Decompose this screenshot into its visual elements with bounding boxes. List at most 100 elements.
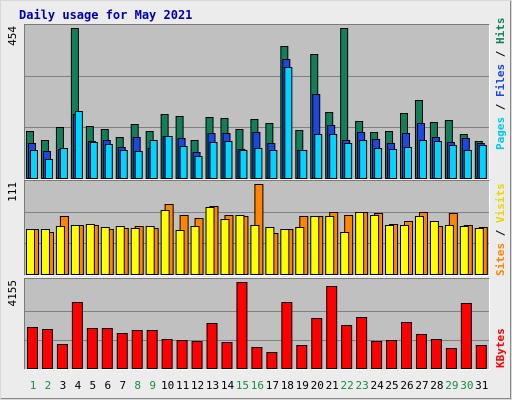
panel-bevel-dark [24,278,490,370]
ymax-label-mid: 111 [6,182,19,202]
bar-visits-day-15 [235,215,245,275]
bar-pages-day-31 [478,145,487,179]
panel-bevel-dark [24,180,490,276]
bar-pages-day-15 [239,150,248,179]
legend-visits: Visits [494,183,507,223]
bar-visits-day-14 [220,219,230,275]
bar-pages-day-27 [418,140,427,179]
x-tick-label: 10 [161,379,174,392]
x-tick-label: 4 [75,379,82,392]
bar-pages-day-19 [299,150,308,179]
bar-pages-day-28 [433,141,442,179]
bar-visits-day-17 [265,227,275,275]
bar-kbytes-day-14 [221,342,233,369]
bar-kbytes-day-7 [116,333,128,369]
bar-kbytes-day-12 [191,341,203,369]
bar-visits-day-21 [325,216,335,275]
bar-kbytes-day-21 [326,286,338,369]
legend-mid: Sites / Visits [494,183,507,276]
bar-kbytes-day-26 [401,322,412,369]
bar-kbytes-day-11 [176,340,188,369]
bar-pages-day-9 [149,140,158,179]
bar-pages-day-18 [284,67,293,179]
x-tick-label: 2 [45,379,52,392]
bar-kbytes-day-9 [146,330,158,369]
legend-sites: Sites [494,243,507,276]
bar-pages-day-7 [119,150,128,179]
x-tick-label: 1 [30,379,37,392]
bar-kbytes-day-2 [41,329,53,369]
bar-visits-day-6 [100,227,110,275]
bar-kbytes-day-30 [460,303,472,369]
bar-visits-day-8 [130,228,140,275]
x-tick-label: 25 [385,379,398,392]
x-tick-label: 27 [415,379,428,392]
bar-visits-day-7 [115,226,125,275]
x-tick-label: 20 [311,379,324,392]
bar-pages-day-20 [314,134,323,179]
bar-pages-day-10 [164,136,173,179]
x-tick-label: 18 [281,379,294,392]
x-tick-label: 26 [400,379,413,392]
bar-kbytes-day-31 [475,345,487,369]
x-tick-label: 17 [266,379,279,392]
bar-visits-day-18 [280,229,290,275]
bar-kbytes-day-18 [281,302,293,369]
bar-visits-day-13 [205,207,215,275]
legend-sep: / [494,44,507,64]
x-tick-label: 9 [149,379,156,392]
bar-pages-day-8 [134,151,143,179]
x-tick-label: 5 [90,379,97,392]
x-tick-label: 22 [341,379,354,392]
bar-pages-day-23 [359,140,368,179]
x-tick-label: 15 [236,379,249,392]
bar-visits-day-30 [459,226,469,275]
bar-visits-day-2 [40,229,50,275]
bar-pages-day-11 [179,146,188,179]
x-tick-label: 8 [134,379,141,392]
bar-pages-day-30 [463,150,472,179]
bar-kbytes-day-15 [236,282,248,369]
x-tick-label: 19 [296,379,309,392]
bar-kbytes-day-8 [131,330,143,369]
bar-pages-day-24 [374,148,383,179]
bar-kbytes-day-28 [430,339,442,369]
bar-visits-day-29 [444,225,454,275]
ymax-label-bot: 4155 [6,280,19,307]
panel-bevel-light [24,24,490,180]
bar-kbytes-day-17 [266,352,278,369]
bar-pages-day-3 [59,148,68,179]
x-tick-label: 29 [445,379,458,392]
x-axis-labels: 1 2 3 4 5 6 7 8 9 10 11 12 13 14 15 16 17 18 19 20 21 22 23 24 2… [30,379,489,392]
bar-kbytes-day-29 [445,348,457,369]
bar-visits-day-9 [145,226,155,275]
legend-sep: / [494,223,507,243]
x-tick-label: 28 [430,379,443,392]
bar-kbytes-day-1 [27,327,38,369]
bar-kbytes-day-6 [101,328,113,369]
bar-visits-day-22 [340,232,350,275]
bar-pages-day-16 [254,148,263,179]
bar-visits-day-24 [370,215,380,275]
bar-visits-day-31 [474,228,484,275]
bar-kbytes-day-27 [415,334,427,369]
x-tick-label: 7 [119,379,126,392]
bar-visits-day-20 [310,216,320,275]
bar-pages-day-1 [30,150,38,179]
bar-visits-day-4 [70,225,80,275]
legend-files: Files [494,64,507,97]
bar-pages-day-12 [194,156,203,179]
bar-visits-day-16 [250,225,260,275]
bar-pages-day-4 [74,111,83,179]
bar-pages-day-26 [404,147,412,179]
x-tick-label: 6 [104,379,111,392]
x-tick-label: 12 [191,379,204,392]
bar-kbytes-day-20 [311,318,323,369]
bar-pages-day-2 [44,159,53,179]
bar-visits-day-5 [85,224,95,275]
bar-kbytes-day-24 [371,341,383,369]
bar-visits-day-25 [385,225,395,275]
bar-visits-day-10 [160,210,170,275]
bar-visits-day-27 [414,216,424,275]
bar-pages-day-6 [104,144,113,179]
